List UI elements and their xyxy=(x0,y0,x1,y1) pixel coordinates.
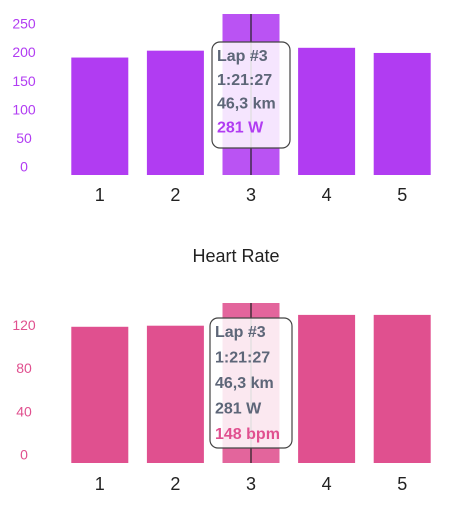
bar xyxy=(71,57,129,176)
x-tick-label: 1 xyxy=(95,474,105,494)
y-tick-label: 50 xyxy=(16,130,32,146)
bar xyxy=(71,326,129,463)
tooltip-line: 46,3 km xyxy=(217,96,276,113)
y-tick-label: 120 xyxy=(12,317,36,333)
x-tick-label: 5 xyxy=(397,474,407,494)
x-tick-label: 2 xyxy=(170,474,180,494)
x-tick-label: 5 xyxy=(397,185,407,205)
x-tick-label: 2 xyxy=(170,185,180,205)
tooltip xyxy=(211,41,291,149)
tooltip-line: 1:21:27 xyxy=(215,350,270,367)
tooltip-line: 46,3 km xyxy=(215,375,274,392)
tooltip xyxy=(209,317,293,449)
bar xyxy=(298,47,356,175)
y-tick-label: 40 xyxy=(16,403,32,419)
tooltip-line: 281 W xyxy=(215,401,262,418)
x-tick-label: 4 xyxy=(322,185,332,205)
tooltip-line: Lap #3 xyxy=(217,48,268,65)
x-tick-label: 3 xyxy=(246,474,256,494)
bar xyxy=(146,325,204,463)
y-tick-label: 150 xyxy=(12,73,36,89)
y-tick-label: 100 xyxy=(12,101,36,117)
tooltip-line: Lap #3 xyxy=(215,324,266,341)
x-tick-label: 3 xyxy=(246,185,256,205)
x-tick-label: 4 xyxy=(322,474,332,494)
bar xyxy=(373,314,431,463)
bar xyxy=(373,52,431,175)
chart-title: Heart Rate xyxy=(192,246,279,266)
tooltip-line: 281 W xyxy=(217,119,264,136)
tooltip-line: 1:21:27 xyxy=(217,72,272,89)
y-tick-label: 200 xyxy=(12,44,36,60)
x-tick-label: 1 xyxy=(95,185,105,205)
tooltip-line: 148 bpm xyxy=(215,426,280,443)
y-tick-label: 0 xyxy=(20,159,28,175)
y-tick-label: 0 xyxy=(20,447,28,463)
bar xyxy=(298,314,356,463)
y-tick-label: 250 xyxy=(12,15,36,31)
bar xyxy=(146,50,204,176)
y-tick-label: 80 xyxy=(16,360,32,376)
